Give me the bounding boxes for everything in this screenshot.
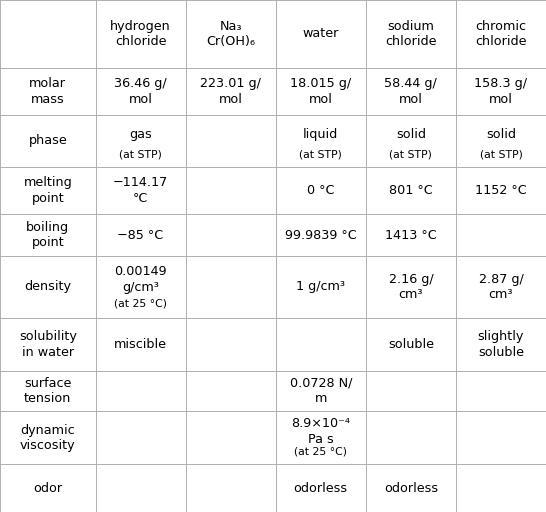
Text: 18.015 g/
mol: 18.015 g/ mol [290,77,351,105]
Text: dynamic
viscosity: dynamic viscosity [20,423,75,452]
Text: odorless: odorless [384,482,438,495]
Text: 58.44 g/
mol: 58.44 g/ mol [384,77,437,105]
Text: soluble: soluble [388,338,434,351]
Text: (at STP): (at STP) [389,150,432,159]
Text: 1413 °C: 1413 °C [385,228,437,242]
Text: melting
point: melting point [23,176,72,205]
Text: (at 25 °C): (at 25 °C) [294,446,347,457]
Text: (at STP): (at STP) [119,150,162,159]
Text: 1 g/cm³: 1 g/cm³ [296,281,345,293]
Text: 2.16 g/
cm³: 2.16 g/ cm³ [389,273,433,301]
Text: water: water [302,27,339,40]
Text: gas: gas [129,128,152,141]
Text: liquid: liquid [303,128,339,141]
Text: odorless: odorless [294,482,348,495]
Text: solid: solid [486,128,516,141]
Text: density: density [24,281,72,293]
Text: miscible: miscible [114,338,167,351]
Text: solid: solid [396,128,426,141]
Text: Na₃
Cr(OH)₆: Na₃ Cr(OH)₆ [206,19,255,48]
Text: 0 °C: 0 °C [307,184,335,197]
Text: surface
tension: surface tension [24,377,72,406]
Text: 223.01 g/
mol: 223.01 g/ mol [200,77,261,105]
Text: (at 25 °C): (at 25 °C) [114,298,167,308]
Text: 1152 °C: 1152 °C [475,184,527,197]
Text: −114.17
°C: −114.17 °C [113,176,168,205]
Text: 8.9×10⁻⁴
Pa s: 8.9×10⁻⁴ Pa s [291,417,351,445]
Text: hydrogen
chloride: hydrogen chloride [110,19,171,48]
Text: slightly
soluble: slightly soluble [478,330,524,359]
Text: sodium
chloride: sodium chloride [385,19,437,48]
Text: 801 °C: 801 °C [389,184,433,197]
Text: solubility
in water: solubility in water [19,330,76,359]
Text: boiling
point: boiling point [26,221,69,249]
Text: molar
mass: molar mass [29,77,66,105]
Text: −85 °C: −85 °C [117,228,164,242]
Text: 0.0728 N/
m: 0.0728 N/ m [289,377,352,406]
Text: (at STP): (at STP) [479,150,523,159]
Text: 158.3 g/
mol: 158.3 g/ mol [474,77,527,105]
Text: 0.00149
g/cm³: 0.00149 g/cm³ [114,265,167,294]
Text: 99.9839 °C: 99.9839 °C [285,228,357,242]
Text: chromic
chloride: chromic chloride [475,19,527,48]
Text: odor: odor [33,482,62,495]
Text: 2.87 g/
cm³: 2.87 g/ cm³ [479,273,523,301]
Text: 36.46 g/
mol: 36.46 g/ mol [114,77,167,105]
Text: phase: phase [28,134,67,147]
Text: (at STP): (at STP) [299,150,342,159]
